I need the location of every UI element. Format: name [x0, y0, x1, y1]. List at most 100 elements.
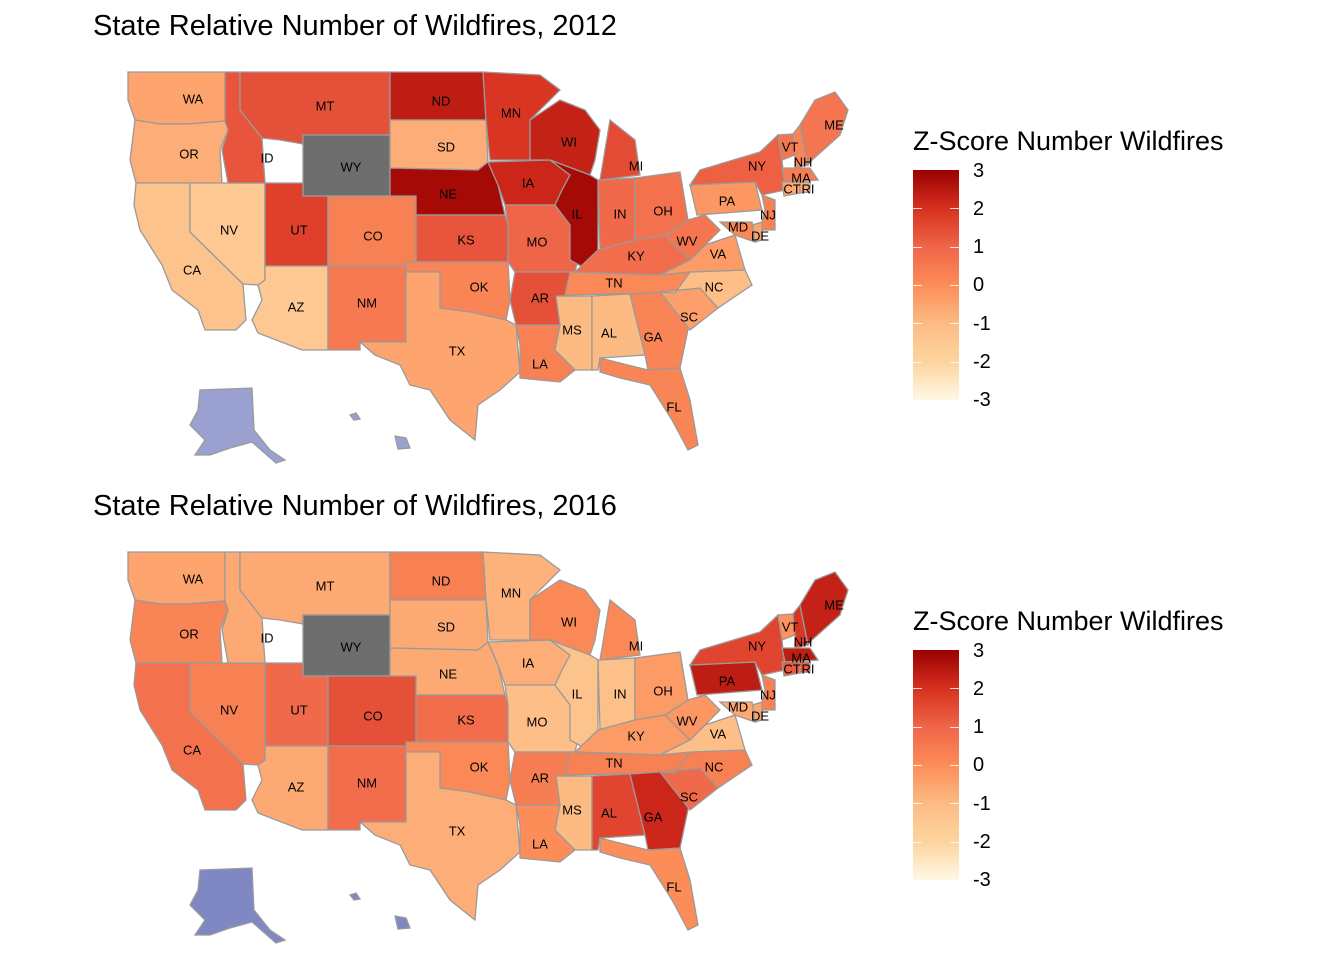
state-label-RI: RI	[802, 661, 815, 676]
legend-colorbar	[913, 170, 959, 400]
state-OR	[129, 119, 229, 184]
state-label-CT: CT	[783, 181, 800, 196]
legend-tick-label: 2	[973, 198, 985, 220]
state-NJ	[759, 673, 776, 711]
state-label-TX: TX	[449, 343, 466, 358]
choropleth-map: WA OR CA NV ID MT WY UT AZ CO NM ND SD NE KS OK TX MN IA MO…	[127, 551, 849, 944]
legend-tick-label: -1	[973, 793, 991, 815]
legend-title: Z-Score Number Wildfires	[913, 606, 1224, 636]
legend-tick-label: 1	[973, 236, 985, 258]
legend-tick-mark	[950, 208, 959, 210]
state-label-CA: CA	[183, 262, 201, 277]
state-label-OR: OR	[179, 626, 199, 641]
state-label-LA: LA	[532, 836, 548, 851]
state-label-VA: VA	[710, 726, 727, 741]
state-RI	[799, 181, 811, 194]
state-label-AZ: AZ	[288, 299, 305, 314]
state-label-PA: PA	[719, 673, 736, 688]
legend-tick-label: 0	[973, 274, 985, 296]
state-label-AR: AR	[531, 290, 549, 305]
state-label-WY: WY	[341, 159, 362, 174]
state-NH	[792, 123, 809, 169]
legend-tick-label: 2	[973, 678, 985, 700]
state-label-WY: WY	[341, 639, 362, 654]
state-label-FL: FL	[666, 879, 681, 894]
state-label-MD: MD	[728, 219, 748, 234]
state-ME	[799, 571, 849, 647]
state-label-DE: DE	[751, 708, 769, 723]
legend-colorbar	[913, 650, 959, 880]
state-label-NM: NM	[357, 775, 377, 790]
state-label-NC: NC	[705, 759, 724, 774]
legend-tick-mark	[913, 726, 922, 728]
state-label-MS: MS	[562, 322, 582, 337]
legend-tick-mark	[913, 208, 922, 210]
state-FL	[599, 357, 699, 451]
state-label-WI: WI	[561, 614, 577, 629]
state-label-MS: MS	[562, 802, 582, 817]
state-label-NH: NH	[794, 154, 813, 169]
state-FL	[599, 837, 699, 931]
state-label-IN: IN	[614, 686, 627, 701]
state-label-NM: NM	[357, 295, 377, 310]
state-label-KS: KS	[457, 712, 475, 727]
map-panel-2012: State Relative Number of Wildfires, 2012…	[93, 10, 1224, 464]
legend-tick-mark	[913, 285, 922, 286]
state-WA	[127, 71, 226, 125]
state-label-MD: MD	[728, 699, 748, 714]
legend-tick-mark	[913, 246, 922, 248]
legend-tick-mark	[950, 688, 959, 690]
state-label-CO: CO	[363, 228, 383, 243]
legend-tick-mark	[950, 323, 959, 325]
state-label-ND: ND	[432, 93, 451, 108]
state-label-CT: CT	[783, 661, 800, 676]
state-label-UT: UT	[290, 222, 307, 237]
state-label-PA: PA	[719, 193, 736, 208]
state-label-CA: CA	[183, 742, 201, 757]
state-label-NY: NY	[748, 158, 766, 173]
state-RI	[799, 661, 811, 674]
state-WI	[529, 99, 601, 176]
state-label-NJ: NJ	[760, 687, 776, 702]
state-label-NH: NH	[794, 634, 813, 649]
state-label-MT: MT	[316, 578, 335, 593]
state-HI	[348, 412, 362, 421]
state-label-VT: VT	[782, 619, 799, 634]
legend-tick-mark	[913, 841, 922, 843]
state-label-WA: WA	[183, 91, 204, 106]
state-label-GA: GA	[644, 809, 663, 824]
state-label-OK: OK	[470, 279, 489, 294]
state-label-NJ: NJ	[760, 207, 776, 222]
state-label-IN: IN	[614, 206, 627, 221]
legend-tick-label: 3	[973, 640, 985, 662]
legend-tick-mark	[950, 803, 959, 805]
legend-tick-mark	[950, 841, 959, 843]
state-label-NE: NE	[439, 666, 457, 681]
state-label-TN: TN	[605, 755, 622, 770]
state-MD	[718, 221, 756, 243]
state-label-AL: AL	[601, 325, 617, 340]
state-MI	[599, 598, 641, 661]
state-label-ID: ID	[261, 630, 274, 645]
legend-tick-mark	[950, 361, 959, 363]
state-label-IL: IL	[572, 686, 583, 701]
state-label-NV: NV	[220, 222, 238, 237]
state-HI	[394, 915, 411, 930]
state-OR	[129, 599, 229, 664]
state-MD	[718, 701, 756, 723]
state-WV	[663, 214, 721, 261]
state-IL	[549, 639, 599, 751]
state-label-TX: TX	[449, 823, 466, 838]
state-label-AR: AR	[531, 770, 549, 785]
legend-tick-label: -3	[973, 389, 991, 411]
legend-tick-mark	[950, 726, 959, 728]
state-HI	[348, 892, 362, 901]
legend-tick-label: 1	[973, 716, 985, 738]
legend-tick-label: -3	[973, 869, 991, 891]
legend-tick-label: 3	[973, 160, 985, 182]
state-label-NE: NE	[439, 186, 457, 201]
state-label-TN: TN	[605, 275, 622, 290]
legend-tick-mark	[913, 323, 922, 325]
state-label-IL: IL	[572, 206, 583, 221]
choropleth-map: WA OR CA NV ID MT WY UT AZ CO NM ND SD NE KS OK TX MN IA MO…	[127, 71, 849, 464]
